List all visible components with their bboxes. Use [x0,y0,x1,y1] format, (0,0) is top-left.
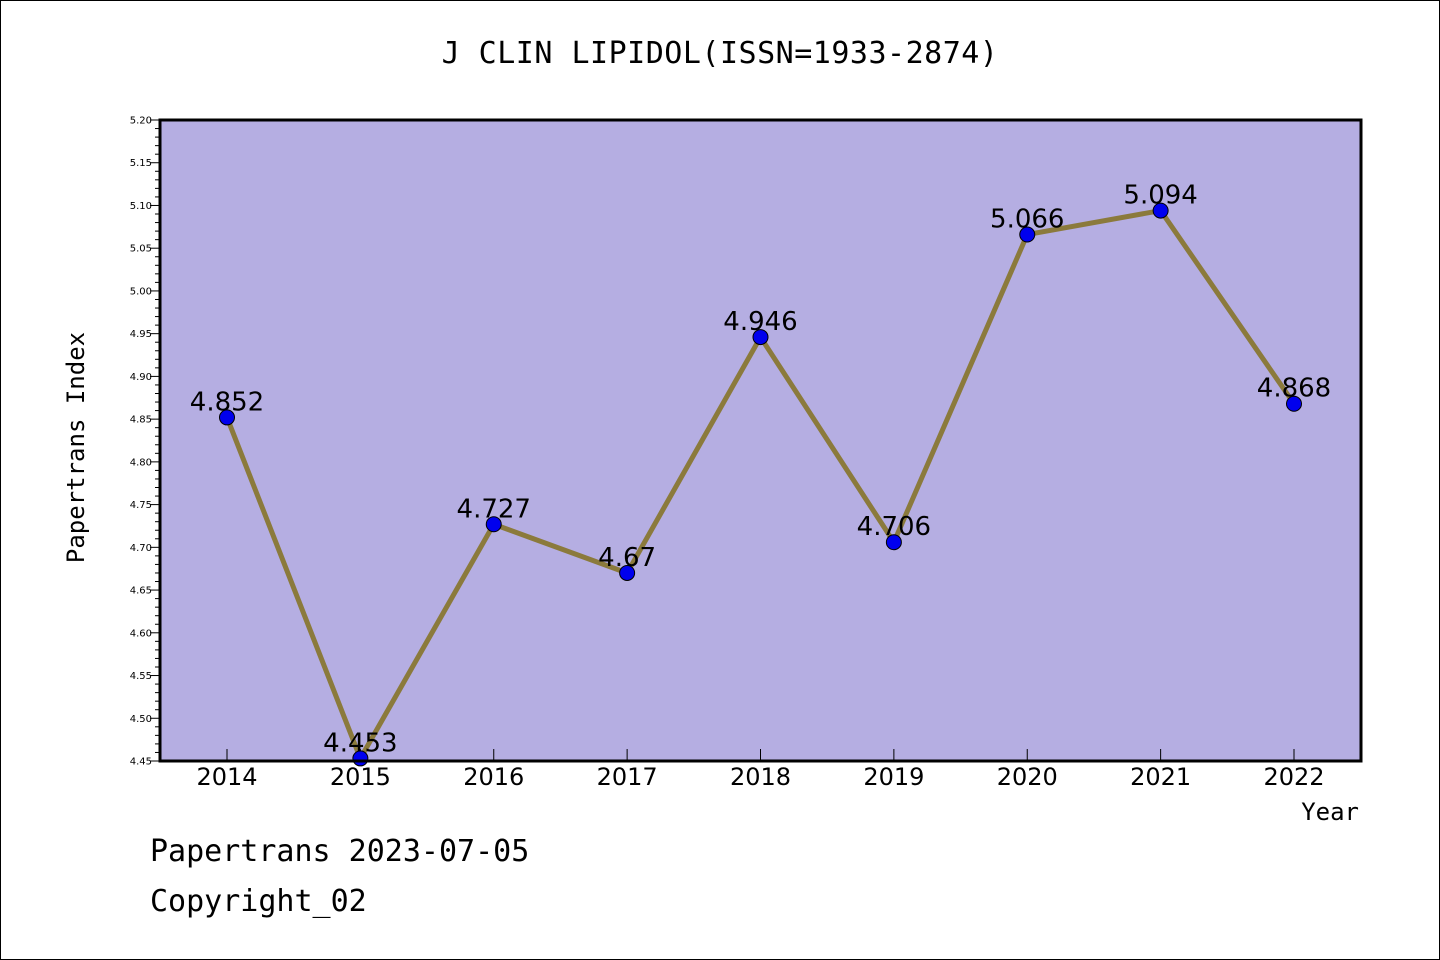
data-label: 4.868 [1257,374,1331,404]
data-point [1152,202,1169,219]
plot-area [160,120,1361,761]
x-tick-label: 2016 [463,763,524,791]
data-point [619,564,636,581]
data-label: 5.066 [990,205,1064,235]
x-axis-title: Year [1301,798,1359,826]
x-tick-label: 2022 [1263,763,1324,791]
data-label: 5.094 [1123,181,1197,211]
y-tick-label: 4.80 [130,457,152,468]
data-labels-group: 4.852 4.453 4.727 4.67 4.946 4.706 5.066 5.094 4… [190,181,1331,759]
y-tick-label: 5.20 [130,116,152,127]
data-point [1019,226,1036,243]
y-tick-label: 4.95 [130,329,152,340]
y-tick-label: 4.60 [130,628,152,639]
y-tick-label: 4.70 [130,543,152,554]
footer-date: Papertrans 2023-07-05 [150,834,530,869]
x-tick-label: 2020 [997,763,1058,791]
x-tick-label: 2018 [730,763,791,791]
data-label: 4.706 [857,512,931,542]
y-tick-label: 4.85 [130,415,152,426]
data-label: 4.727 [457,494,531,524]
y-tick-label: 4.75 [130,500,152,511]
x-tick-label: 2021 [1130,763,1191,791]
y-tick-label: 4.90 [130,372,152,383]
data-label: 4.946 [723,307,797,337]
y-tick-label: 5.05 [130,244,152,255]
chart-title: J CLIN LIPIDOL(ISSN=1933-2874) [441,36,999,71]
data-point [885,534,902,551]
x-tick-label: 2015 [330,763,391,791]
y-tick-label: 4.55 [130,671,152,682]
x-axis: 2014 2015 2016 2017 2018 2019 2020 2021 2022 [196,749,1325,791]
markers-group [219,202,1302,767]
y-tick-label: 5.15 [130,158,152,169]
plot-border [158,118,1363,763]
y-axis-title: Papertrans Index [62,332,90,563]
data-point [1286,395,1302,412]
y-tick-label: 4.65 [130,586,152,597]
y-axis: 4.45 4.50 4.55 4.60 4.65 4.70 4.75 4.80 4.85 4.90… [130,116,160,768]
x-tick-label: 2017 [597,763,658,791]
x-tick-label: 2014 [196,763,257,791]
footer-copyright: Copyright_02 [150,884,367,919]
data-label: 4.852 [190,387,264,417]
data-point [752,329,769,346]
data-point [485,516,502,533]
data-point [219,409,235,426]
y-tick-label: 5.00 [130,286,152,297]
data-label: 4.67 [598,543,656,573]
y-tick-label: 4.45 [130,757,152,768]
x-tick-label: 2019 [863,763,924,791]
y-tick-label: 4.50 [130,714,152,725]
data-label: 4.453 [323,728,397,758]
y-tick-label: 5.10 [130,201,152,212]
